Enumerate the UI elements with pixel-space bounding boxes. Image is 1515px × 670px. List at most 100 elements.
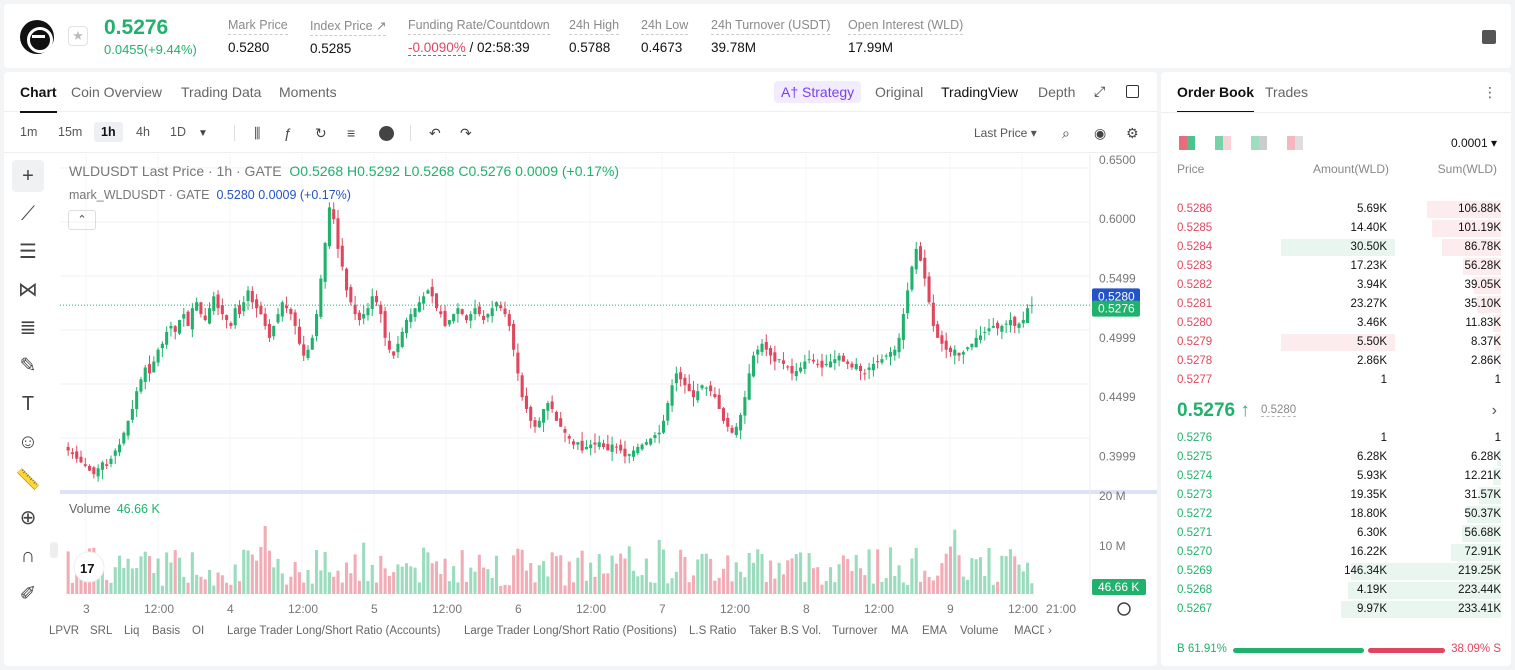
pane-separator[interactable] bbox=[60, 490, 1157, 494]
indicator-ls-ratio[interactable]: L.S Ratio bbox=[689, 625, 737, 637]
layout-bids-icon[interactable] bbox=[1215, 136, 1231, 150]
redo-icon[interactable]: ↷ bbox=[460, 125, 472, 141]
tab-trades[interactable]: Trades bbox=[1265, 84, 1309, 100]
indicators-icon[interactable]: ƒ bbox=[284, 125, 292, 141]
strategy-button[interactable]: A† Strategy bbox=[774, 81, 862, 103]
timeframe-dropdown-icon[interactable]: ▼ bbox=[198, 128, 208, 139]
tab-order-book[interactable]: Order Book bbox=[1177, 84, 1255, 113]
indicator-oi[interactable]: OI bbox=[192, 625, 205, 637]
expand-panel-handle[interactable] bbox=[50, 542, 58, 558]
tab-trading-data[interactable]: Trading Data bbox=[181, 84, 262, 100]
indicator-macd[interactable]: MACD bbox=[1014, 625, 1044, 637]
candlestick-chart[interactable]: 0.6500 0.6000 0.5499 0.4999 0.4499 0.3999 20 M… bbox=[4, 72, 1157, 666]
bid-row[interactable]: 0.5273 19.35K 31.57K bbox=[1161, 486, 1501, 505]
window-icon[interactable] bbox=[1126, 85, 1139, 98]
bid-row[interactable]: 0.5274 5.93K 12.21K bbox=[1161, 467, 1501, 486]
ask-row[interactable]: 0.5286 5.69K 106.88K bbox=[1161, 200, 1501, 219]
ask-row[interactable]: 0.5277 1 1 bbox=[1161, 371, 1501, 390]
emoji-icon[interactable]: ☺ bbox=[17, 431, 39, 453]
indicator-basis[interactable]: Basis bbox=[152, 625, 181, 637]
bid-row[interactable]: 0.5270 16.22K 72.91K bbox=[1161, 543, 1501, 562]
volume-bar bbox=[443, 558, 447, 594]
crosshair-icon[interactable]: + bbox=[12, 160, 44, 192]
brush-icon[interactable]: ✎ bbox=[19, 355, 37, 377]
fullscreen-icon[interactable]: ⤢ bbox=[1094, 83, 1106, 99]
pattern-icon[interactable]: ⋈ bbox=[18, 279, 38, 301]
horizontal-lines-icon[interactable]: ☰ bbox=[19, 241, 37, 263]
indicator-liq[interactable]: Liq bbox=[124, 625, 140, 637]
template-icon[interactable]: ≡ bbox=[347, 125, 356, 141]
bid-row[interactable]: 0.5272 18.80K 50.37K bbox=[1161, 505, 1501, 524]
bid-row[interactable]: 0.5267 9.97K 233.41K bbox=[1161, 600, 1501, 619]
indicator-large-trader-positions[interactable]: Large Trader Long/Short Ratio (Positions… bbox=[464, 625, 677, 637]
ask-row[interactable]: 0.5284 30.50K 86.78K bbox=[1161, 238, 1501, 257]
layout-depth-icon[interactable] bbox=[1287, 136, 1303, 150]
volume-bar bbox=[413, 567, 417, 594]
timeframe-15m[interactable]: 15m bbox=[58, 125, 83, 139]
volume-bar bbox=[841, 555, 845, 594]
indicator-taker-vol[interactable]: Taker B.S Vol. bbox=[749, 625, 822, 637]
volume-bar bbox=[858, 568, 863, 594]
timeframe-4h[interactable]: 4h bbox=[136, 125, 150, 139]
indicator-volume[interactable]: Volume bbox=[960, 625, 999, 637]
bid-row[interactable]: 0.5276 1 1 bbox=[1161, 429, 1501, 448]
timeframe-1d[interactable]: 1D bbox=[170, 125, 186, 139]
ask-row[interactable]: 0.5280 3.46K 11.83K bbox=[1161, 314, 1501, 333]
more-menu-icon[interactable]: ⋮ bbox=[1483, 84, 1497, 100]
pencil-icon[interactable]: ✐ bbox=[19, 583, 37, 605]
ask-row[interactable]: 0.5279 5.50K 8.37K bbox=[1161, 333, 1501, 352]
favorite-star-icon[interactable]: ★ bbox=[68, 26, 88, 46]
undo-icon[interactable]: ↶ bbox=[429, 125, 441, 141]
ask-row[interactable]: 0.5282 3.94K 39.05K bbox=[1161, 276, 1501, 295]
compare-icon[interactable]: ↻ bbox=[315, 125, 327, 141]
zoom-in-icon[interactable]: ⊕ bbox=[19, 507, 37, 529]
ruler-icon[interactable]: 📏 bbox=[15, 469, 41, 491]
trend-line-icon[interactable]: ⟋ bbox=[21, 203, 35, 225]
indicator-large-trader-accounts[interactable]: Large Trader Long/Short Ratio (Accounts) bbox=[227, 625, 441, 637]
candle-body bbox=[473, 308, 477, 314]
view-depth[interactable]: Depth bbox=[1038, 84, 1076, 100]
ask-row[interactable]: 0.5281 23.27K 35.10K bbox=[1161, 295, 1501, 314]
timeframe-1h[interactable]: 1h bbox=[94, 122, 123, 142]
stat-index-price[interactable]: Index Price ↗ 0.5285 bbox=[310, 19, 387, 56]
view-original[interactable]: Original bbox=[875, 84, 924, 100]
indicator-srl[interactable]: SRL bbox=[90, 625, 113, 637]
ask-row[interactable]: 0.5278 2.86K 2.86K bbox=[1161, 352, 1501, 371]
indicator-ema[interactable]: EMA bbox=[922, 625, 947, 637]
camera-icon[interactable]: ◉ bbox=[1094, 125, 1107, 141]
candle-body bbox=[554, 411, 558, 421]
timeframe-1m[interactable]: 1m bbox=[20, 125, 38, 139]
guide-book-icon[interactable] bbox=[1482, 30, 1496, 44]
bid-row[interactable]: 0.5269 146.34K 219.25K bbox=[1161, 562, 1501, 581]
scroll-right-icon[interactable]: › bbox=[1048, 625, 1052, 637]
tab-moments[interactable]: Moments bbox=[279, 84, 337, 100]
view-tradingview[interactable]: TradingView bbox=[941, 84, 1019, 100]
fib-icon[interactable]: ≣ bbox=[19, 317, 37, 339]
price-source-select[interactable]: Last Price ▾ bbox=[974, 126, 1037, 140]
indicator-turnover[interactable]: Turnover bbox=[832, 625, 878, 637]
add-alert-icon[interactable] bbox=[379, 126, 394, 141]
candle-body bbox=[674, 373, 678, 384]
bid-price: 0.5268 bbox=[1177, 584, 1213, 596]
layout-both-icon[interactable] bbox=[1179, 136, 1195, 150]
ask-row[interactable]: 0.5283 17.23K 56.28K bbox=[1161, 257, 1501, 276]
settings-gear-icon[interactable]: ⚙ bbox=[1126, 125, 1139, 141]
precision-select[interactable]: 0.0001 ▾ bbox=[1450, 136, 1497, 150]
collapse-legend-button[interactable]: ⌃ bbox=[68, 210, 96, 230]
indicator-lpvr[interactable]: LPVR bbox=[49, 625, 80, 637]
reset-axis-icon[interactable] bbox=[1117, 602, 1131, 616]
layout-asks-icon[interactable] bbox=[1251, 136, 1267, 150]
bid-row[interactable]: 0.5268 4.19K 223.44K bbox=[1161, 581, 1501, 600]
ask-row[interactable]: 0.5285 14.40K 101.19K bbox=[1161, 219, 1501, 238]
chevron-right-icon[interactable]: › bbox=[1491, 402, 1497, 419]
indicator-ma[interactable]: MA bbox=[891, 625, 909, 637]
tab-coin-overview[interactable]: Coin Overview bbox=[71, 84, 163, 100]
candle-type-icon[interactable]: ⫼ bbox=[254, 125, 261, 141]
magnet-icon[interactable]: ∩ bbox=[20, 545, 36, 567]
candle-body bbox=[940, 335, 944, 344]
search-icon[interactable]: ⌕ bbox=[1062, 125, 1070, 141]
bid-row[interactable]: 0.5271 6.30K 56.68K bbox=[1161, 524, 1501, 543]
tab-chart[interactable]: Chart bbox=[20, 84, 57, 113]
text-tool-icon[interactable]: T bbox=[21, 393, 35, 415]
bid-row[interactable]: 0.5275 6.28K 6.28K bbox=[1161, 448, 1501, 467]
